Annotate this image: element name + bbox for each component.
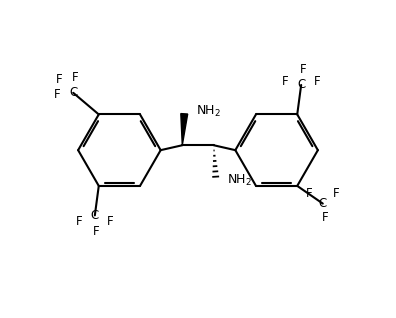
Text: F: F: [72, 71, 78, 84]
Text: F: F: [322, 211, 328, 224]
Text: F: F: [314, 74, 320, 87]
Text: F: F: [107, 215, 114, 228]
Text: C: C: [91, 209, 99, 222]
Text: C: C: [69, 86, 77, 99]
Text: NH$_2$: NH$_2$: [227, 173, 253, 188]
Text: F: F: [54, 88, 61, 101]
Text: F: F: [76, 215, 82, 228]
Text: F: F: [282, 74, 289, 87]
Text: F: F: [93, 225, 99, 238]
Text: F: F: [300, 63, 307, 76]
Text: F: F: [333, 187, 340, 200]
Text: F: F: [56, 73, 63, 86]
Text: C: C: [319, 197, 327, 210]
Text: NH$_2$: NH$_2$: [196, 104, 221, 119]
Polygon shape: [181, 114, 188, 145]
Text: F: F: [306, 187, 312, 200]
Text: C: C: [297, 79, 305, 92]
